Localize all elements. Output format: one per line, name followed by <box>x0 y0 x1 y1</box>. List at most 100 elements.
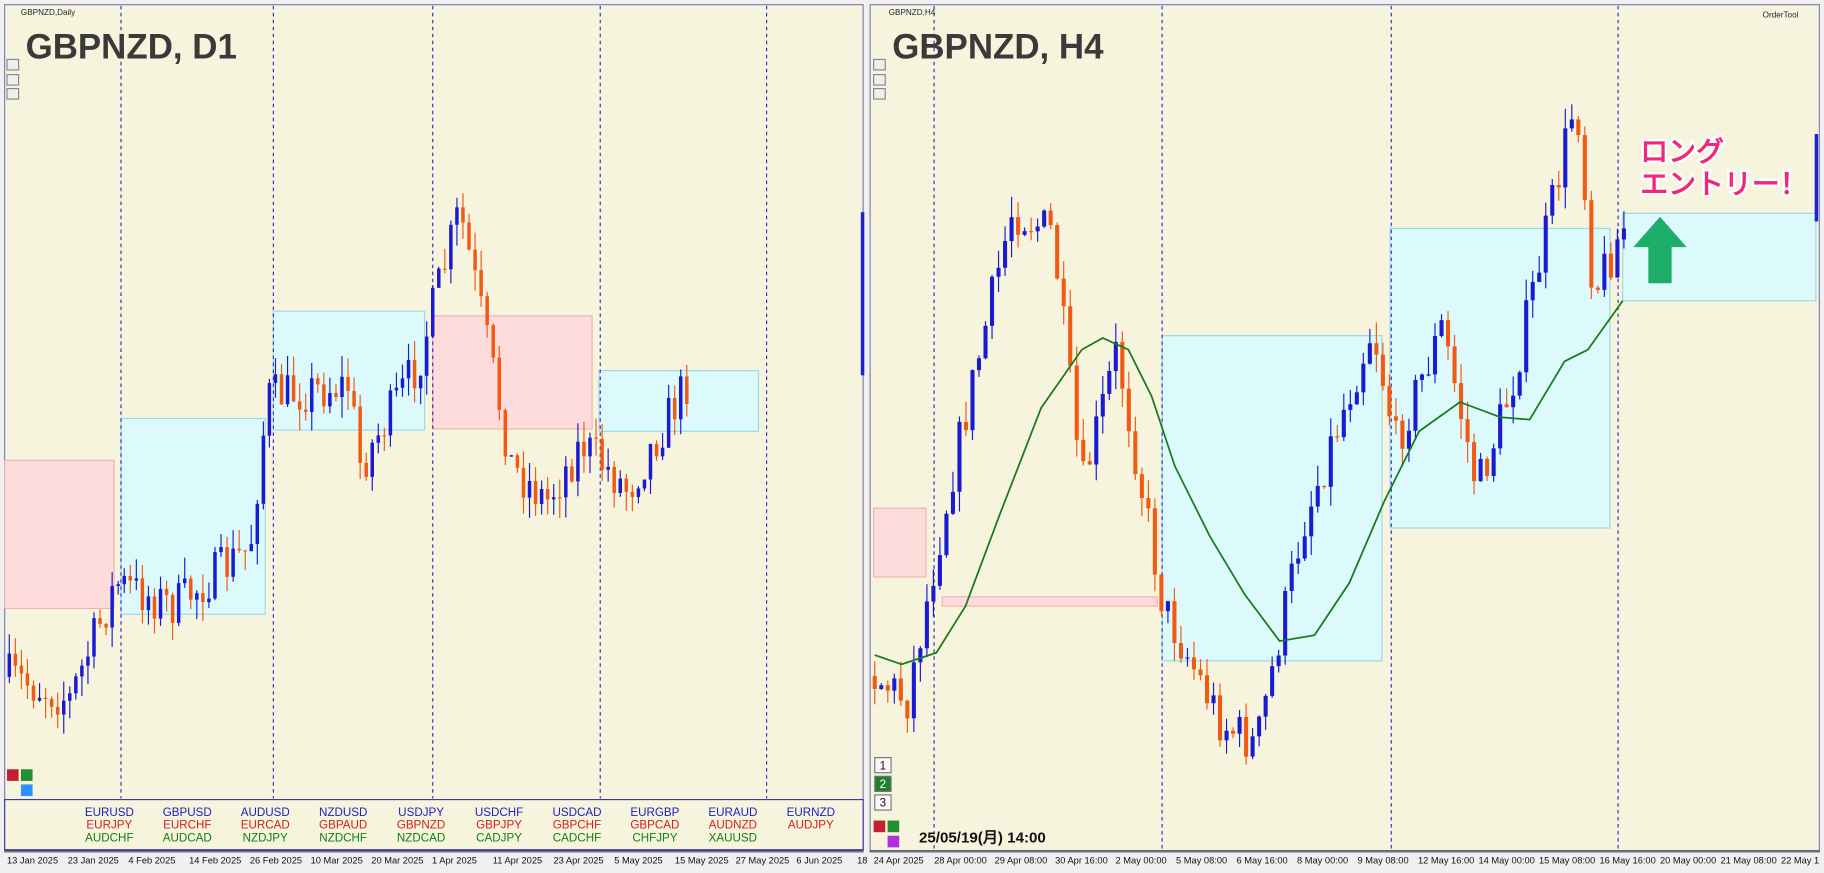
symbol[interactable]: GBPCHF <box>553 819 601 832</box>
symbol[interactable]: USDCHF <box>475 806 523 819</box>
candle-body <box>996 267 1001 277</box>
symbol[interactable]: USDCAD <box>552 806 601 819</box>
candle-body <box>1478 458 1483 482</box>
symbol[interactable]: CADCHF <box>553 832 601 845</box>
symbol[interactable]: USDJPY <box>398 806 444 819</box>
symbol[interactable]: EURCAD <box>241 819 290 832</box>
candle-body <box>1185 657 1190 659</box>
symbol[interactable]: GBPUSD <box>163 806 212 819</box>
tool-button[interactable] <box>873 820 886 833</box>
candle-body <box>104 623 108 628</box>
candle-body <box>400 378 405 388</box>
candle-body <box>231 548 235 577</box>
window-title: GBPNZD,Daily <box>21 8 76 17</box>
candle-body <box>424 336 429 376</box>
symbol[interactable]: GBPCAD <box>630 819 679 832</box>
candle-body <box>533 480 538 505</box>
candle-body <box>92 618 96 657</box>
candle-body <box>1237 716 1242 734</box>
x-tick-label: 24 Apr 2025 <box>874 856 924 866</box>
x-tick-label: 23 Apr 2025 <box>553 856 603 866</box>
x-tick-label: 18 <box>857 856 867 866</box>
symbol[interactable]: EURCHF <box>163 819 211 832</box>
tool-button[interactable] <box>20 784 33 797</box>
symbol[interactable]: CADJPY <box>476 832 522 845</box>
candle-body <box>1400 420 1405 449</box>
symbol[interactable]: GBPAUD <box>319 819 367 832</box>
scroll-button[interactable] <box>6 87 20 100</box>
tool-button[interactable] <box>6 769 19 781</box>
candle-body <box>7 653 12 677</box>
symbol[interactable]: EURJPY <box>86 819 132 832</box>
symbol[interactable]: GBPNZD <box>397 819 445 832</box>
symbol[interactable]: AUDJPY <box>788 819 834 832</box>
scroll-button[interactable] <box>873 87 886 100</box>
tool-button[interactable] <box>887 835 900 848</box>
symbol[interactable]: NZDCAD <box>397 832 445 845</box>
symbol[interactable]: EURUSD <box>85 806 134 819</box>
tool-button[interactable] <box>20 769 33 781</box>
number-button[interactable] <box>874 794 892 811</box>
candle-body <box>1354 392 1359 405</box>
candle-body <box>31 685 36 701</box>
symbol[interactable]: EURGBP <box>630 806 679 819</box>
candle-body <box>1387 386 1392 417</box>
candle-body <box>1498 404 1503 449</box>
candle-body <box>1621 228 1626 240</box>
number-button-label[interactable]: 3 <box>880 797 886 810</box>
number-button-label[interactable]: 2 <box>880 778 886 791</box>
candle-body <box>545 488 550 500</box>
candle-body <box>1341 409 1346 438</box>
candle-body <box>1504 404 1509 408</box>
number-button-label[interactable]: 1 <box>880 759 886 772</box>
candle-body <box>267 383 272 436</box>
symbol[interactable]: AUDCHF <box>85 832 133 845</box>
candle-body <box>1022 231 1027 235</box>
number-button[interactable] <box>874 757 892 774</box>
symbol[interactable]: NZDJPY <box>243 832 288 845</box>
candle-body <box>207 598 211 603</box>
candle-body <box>255 503 260 545</box>
candle-body <box>1608 253 1613 278</box>
symbol[interactable]: EURAUD <box>708 806 757 819</box>
symbol[interactable]: NZDUSD <box>319 806 367 819</box>
zone <box>1161 335 1383 662</box>
symbol[interactable]: CHFJPY <box>632 832 677 845</box>
symbol[interactable]: EURNZD <box>787 806 835 819</box>
symbol[interactable]: AUDCAD <box>163 832 212 845</box>
zone <box>272 310 426 431</box>
candle-body <box>273 374 278 384</box>
x-tick-label: 28 Apr 00:00 <box>934 856 987 866</box>
candle-body <box>1217 695 1223 741</box>
candle-body <box>25 673 30 686</box>
symbol[interactable]: AUDNZD <box>709 819 757 832</box>
candle-body <box>624 478 629 492</box>
symbol[interactable]: NZDCHF <box>319 832 367 845</box>
candle-body <box>285 375 290 405</box>
candle-body <box>19 665 24 674</box>
candle-body <box>328 393 332 407</box>
candle-body <box>570 466 574 482</box>
candle-body <box>1380 354 1385 387</box>
tool-button[interactable] <box>887 820 900 833</box>
scroll-button[interactable] <box>873 58 886 71</box>
candle-body <box>279 374 284 405</box>
symbol[interactable]: XAUUSD <box>709 832 757 845</box>
scroll-button[interactable] <box>873 74 886 86</box>
x-tick-label: 14 May 00:00 <box>1479 856 1535 866</box>
candle-body <box>503 410 508 457</box>
candle-body <box>1178 643 1183 659</box>
scroll-button[interactable] <box>6 58 20 71</box>
symbol[interactable]: GBPJPY <box>476 819 522 832</box>
candle-body <box>1543 215 1548 273</box>
scroll-button[interactable] <box>6 74 20 86</box>
candle-body <box>515 455 520 468</box>
candle-body <box>128 575 133 581</box>
number-button[interactable] <box>874 775 892 792</box>
candle-body <box>98 618 102 624</box>
candle-body <box>957 421 962 492</box>
candle-body <box>612 466 616 493</box>
symbol[interactable]: AUDUSD <box>241 806 290 819</box>
symbol-panel <box>4 798 864 851</box>
order-tool[interactable]: OrderTool <box>1763 10 1799 19</box>
